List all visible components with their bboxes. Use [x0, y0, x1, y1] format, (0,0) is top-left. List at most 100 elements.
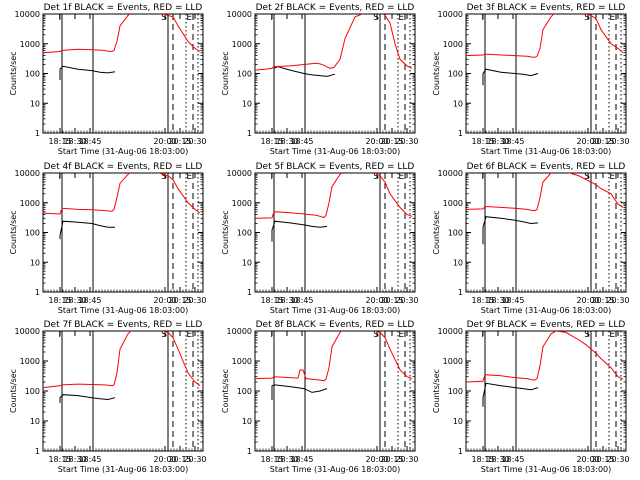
- panel-title: Det 1f BLACK = Events, RED = LLD: [44, 3, 203, 13]
- ytick-label: 10: [30, 258, 40, 267]
- marker-label: I: [481, 13, 484, 23]
- plot-frame: [465, 172, 627, 293]
- series-events: [273, 66, 336, 81]
- xtick-label: 18:45: [290, 296, 313, 305]
- xtick-label: 18:15: [48, 296, 71, 305]
- ytick-label: 1000: [232, 40, 252, 49]
- xtick-label: 20:15: [380, 137, 403, 146]
- marker-label: S: [161, 13, 167, 23]
- xtick-label: 20:30: [606, 296, 629, 305]
- xtick-label: 20:00: [365, 296, 388, 305]
- xtick-label: 20:30: [395, 137, 418, 146]
- series-events: [271, 220, 328, 242]
- series-events: [482, 216, 539, 245]
- panel-title: Det 8f BLACK = Events, RED = LLD: [256, 320, 415, 330]
- ytick-label: 1: [458, 447, 463, 456]
- plot-frame: [254, 330, 416, 452]
- plot-frame: [465, 330, 627, 452]
- ytick-label: 1000: [20, 40, 40, 49]
- ytick-label: 10: [30, 99, 40, 108]
- xtick-label: 20:00: [576, 137, 599, 146]
- xtick-label: 20:30: [183, 137, 206, 146]
- series-events: [59, 65, 116, 81]
- xtick-label: 18:45: [290, 137, 313, 146]
- series-events: [59, 220, 115, 240]
- ytick-label: 10: [30, 417, 40, 426]
- xtick-label: 18:30: [486, 296, 509, 305]
- xtick-label: 20:00: [576, 296, 599, 305]
- series-lld: [255, 331, 413, 382]
- panel-7: Det 7f BLACK = Events, RED = LLD 1 10 100 10…: [9, 320, 207, 474]
- y-axis-label: Counts/sec: [221, 51, 230, 95]
- series-lld: [255, 173, 413, 219]
- marker-label: E: [398, 172, 404, 182]
- x-axis-label: Start Time (31-Aug-06 18:03:00): [58, 465, 189, 474]
- plot-frame: [254, 13, 416, 134]
- xtick-label: 20:15: [168, 296, 191, 305]
- xtick-label: 18:30: [486, 137, 509, 146]
- ytick-label: 100: [448, 70, 463, 79]
- series-lld: [466, 331, 624, 383]
- xtick-label: 20:00: [576, 455, 599, 464]
- panel-8: Det 8f BLACK = Events, RED = LLD 1 10 100 10…: [221, 320, 419, 474]
- ytick-label: 100: [448, 229, 463, 238]
- xtick-label: 20:00: [153, 137, 176, 146]
- marker-label: S: [373, 330, 379, 340]
- xtick-label: 20:30: [395, 455, 418, 464]
- xtick-label: 20:30: [606, 455, 629, 464]
- panel-title: Det 7f BLACK = Events, RED = LLD: [44, 320, 203, 330]
- xtick-label: 20:30: [395, 296, 418, 305]
- panel-4: Det 4f BLACK = Events, RED = LLD 1 10 100 10…: [9, 162, 207, 315]
- ytick-label: 1: [247, 447, 252, 456]
- ytick-label: 100: [448, 387, 463, 396]
- marker-label: I: [481, 172, 484, 182]
- xtick-label: 20:15: [591, 296, 614, 305]
- xtick-label: 18:45: [501, 296, 524, 305]
- marker-label: S: [161, 172, 167, 182]
- y-axis-label: Counts/sec: [9, 210, 18, 254]
- ytick-label: 1000: [232, 357, 252, 366]
- y-axis-label: Counts/sec: [432, 210, 441, 254]
- series-lld: [43, 14, 201, 54]
- panel-title: Det 2f BLACK = Events, RED = LLD: [256, 3, 415, 13]
- xtick-label: 18:30: [63, 296, 86, 305]
- ytick-label: 10000: [227, 169, 252, 178]
- series-lld: [43, 173, 201, 215]
- marker-label: E: [609, 172, 615, 182]
- series-lld: [466, 173, 624, 212]
- panel-title: Det 4f BLACK = Events, RED = LLD: [44, 162, 203, 172]
- ytick-label: 100: [237, 229, 252, 238]
- series-lld: [43, 331, 201, 389]
- y-axis-label: Counts/sec: [221, 369, 230, 413]
- xtick-label: 18:30: [275, 137, 298, 146]
- ytick-label: 10000: [438, 10, 463, 19]
- plot-frame: [254, 172, 416, 293]
- panel-title: Det 9f BLACK = Events, RED = LLD: [467, 320, 626, 330]
- xtick-label: 18:45: [290, 455, 313, 464]
- ytick-label: 10000: [227, 10, 252, 19]
- marker-label: I: [270, 330, 273, 340]
- marker-label: E: [609, 330, 615, 340]
- series-events: [59, 394, 116, 403]
- marker-label: S: [584, 330, 590, 340]
- panel-5: Det 5f BLACK = Events, RED = LLD 1 10 100 10…: [221, 162, 419, 315]
- marker-label: E: [609, 13, 615, 23]
- y-axis-label: Counts/sec: [432, 369, 441, 413]
- marker-label: I: [270, 13, 273, 23]
- xtick-label: 20:15: [168, 137, 191, 146]
- marker-label: I: [270, 172, 273, 182]
- marker-label: S: [373, 172, 379, 182]
- xtick-label: 18:45: [78, 455, 101, 464]
- y-axis-label: Counts/sec: [432, 51, 441, 95]
- xtick-label: 18:30: [486, 455, 509, 464]
- plot-frame: [42, 13, 204, 134]
- ytick-label: 10000: [438, 327, 463, 336]
- ytick-label: 100: [25, 70, 40, 79]
- xtick-label: 18:15: [471, 296, 494, 305]
- xtick-label: 18:45: [78, 296, 101, 305]
- xtick-label: 20:30: [606, 137, 629, 146]
- series-lld: [255, 14, 413, 71]
- xtick-label: 18:15: [260, 296, 283, 305]
- xtick-label: 18:15: [48, 455, 71, 464]
